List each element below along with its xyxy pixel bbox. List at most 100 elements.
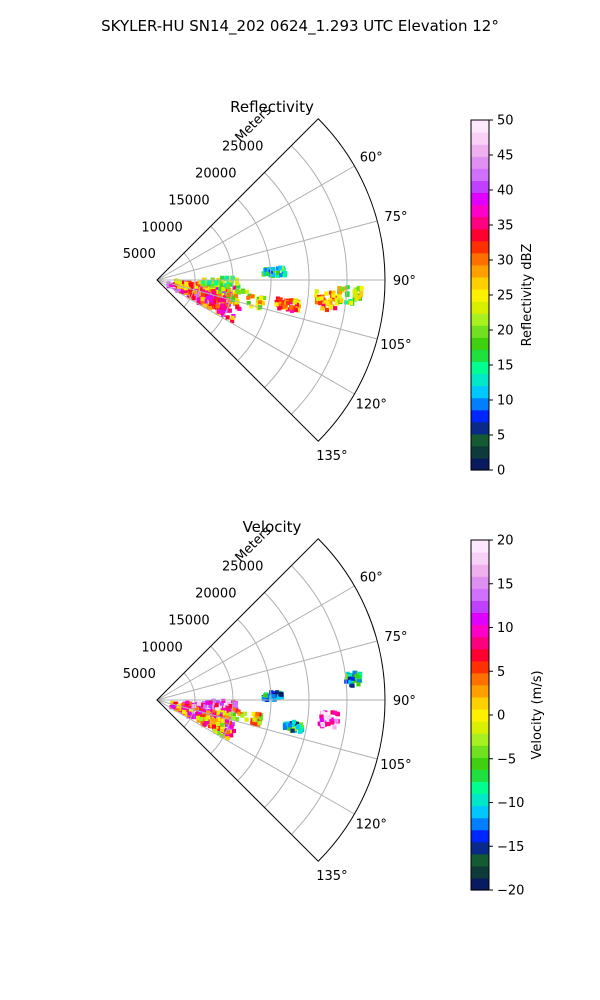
echo-cell	[236, 709, 241, 714]
echo-cell	[255, 303, 260, 308]
echo-cell	[257, 300, 262, 305]
echo-cell	[201, 701, 206, 706]
echo-cell	[314, 293, 319, 298]
echo-cell	[293, 307, 298, 313]
echo-cell	[282, 273, 287, 278]
colorbar-segment	[471, 624, 489, 638]
colorbar-tick-label: 15	[497, 577, 514, 592]
echo-cell	[221, 298, 227, 303]
colorbar-segment	[471, 301, 489, 314]
echo-cell	[320, 723, 325, 728]
echo-cell	[316, 296, 321, 301]
echo-cell	[223, 733, 228, 738]
colorbar-segment	[471, 313, 489, 326]
echo-cell	[330, 720, 335, 725]
echo-cell	[205, 295, 211, 300]
colorbar-tick-label: 20	[497, 534, 514, 549]
echo-cell	[345, 292, 350, 297]
echo-cell	[188, 708, 194, 713]
colorbar-segment	[471, 373, 489, 387]
echo-cell	[182, 709, 187, 714]
colorbar-segment	[471, 276, 489, 290]
colorbar-segment	[471, 793, 489, 807]
echo-cell	[291, 719, 296, 724]
echo-cell	[288, 723, 293, 728]
echo-cell	[319, 717, 324, 722]
colorbar-tick-label: 30	[497, 254, 514, 269]
azimuth-grid-line	[156, 699, 355, 815]
echo-cell	[217, 279, 222, 284]
colorbar-segment	[471, 841, 489, 855]
echo-cell	[230, 721, 235, 727]
echo-cell	[278, 297, 283, 302]
echo-cell	[321, 303, 326, 308]
echo-cell	[224, 718, 229, 723]
echo-cell	[208, 294, 213, 299]
echo-cell	[226, 284, 231, 289]
velocity-colorbar: −20 −15 −10 −5 0 5 10 15 20	[470, 534, 524, 899]
colorbar-tick-label: 50	[497, 114, 514, 129]
echo-cell	[333, 306, 338, 311]
echo-cell	[235, 281, 240, 286]
echo-cell	[262, 697, 267, 702]
colorbar-segment	[471, 588, 489, 601]
echo-cell	[332, 725, 337, 730]
echo-cell	[255, 711, 260, 716]
echo-cell	[219, 300, 224, 305]
echo-cell	[344, 676, 349, 681]
echo-cell	[200, 287, 205, 292]
echo-cell	[213, 295, 218, 300]
echo-cell	[219, 714, 224, 719]
echo-cell	[352, 289, 357, 294]
echo-cell	[258, 296, 264, 301]
echo-cell	[221, 706, 226, 711]
echo-cell	[191, 282, 197, 287]
echo-cell	[217, 293, 222, 298]
echo-cell	[186, 708, 191, 713]
echo-cell	[290, 728, 295, 733]
echo-cell	[201, 282, 206, 287]
echo-cell	[201, 714, 206, 719]
azimuth-tick-label: 105°	[380, 338, 411, 353]
echo-cell	[323, 712, 328, 717]
echo-cell	[199, 717, 204, 722]
echo-cell	[219, 701, 224, 706]
echo-cell	[193, 289, 198, 295]
echo-region-9	[337, 285, 364, 306]
echo-cell	[174, 278, 179, 283]
echo-cell	[314, 289, 319, 294]
echo-cell	[229, 733, 234, 738]
echo-cell	[183, 288, 188, 293]
echo-cell	[254, 717, 259, 722]
echo-cell	[196, 718, 201, 723]
echo-cell	[266, 693, 271, 698]
azimuth-grid-line	[156, 220, 378, 281]
echo-cell	[334, 297, 339, 302]
echo-cell	[196, 715, 201, 720]
colorbar-segment	[471, 757, 489, 770]
echo-cell	[285, 301, 290, 306]
echo-cell	[208, 703, 213, 708]
echo-cell	[221, 698, 226, 703]
echo-cell	[277, 306, 282, 311]
echo-region-3	[199, 714, 236, 741]
echo-cell	[319, 714, 324, 719]
echo-cell	[235, 305, 240, 310]
radial-tick-label: 20000	[195, 167, 236, 182]
echo-cell	[210, 717, 216, 723]
echo-cell	[326, 721, 331, 727]
echo-cell	[210, 283, 215, 288]
echo-region-7	[317, 710, 340, 730]
echo-cell	[169, 282, 174, 287]
echo-cell	[227, 298, 232, 303]
echo-cell	[220, 728, 225, 733]
echo-cell	[282, 723, 287, 728]
echo-cell	[229, 282, 234, 287]
echo-cell	[233, 701, 238, 706]
echo-cell	[207, 280, 212, 285]
echo-cell	[274, 302, 279, 307]
echo-cell	[203, 303, 208, 308]
echo-cell	[252, 717, 257, 722]
echo-cell	[212, 727, 217, 732]
echo-cell	[205, 700, 210, 705]
